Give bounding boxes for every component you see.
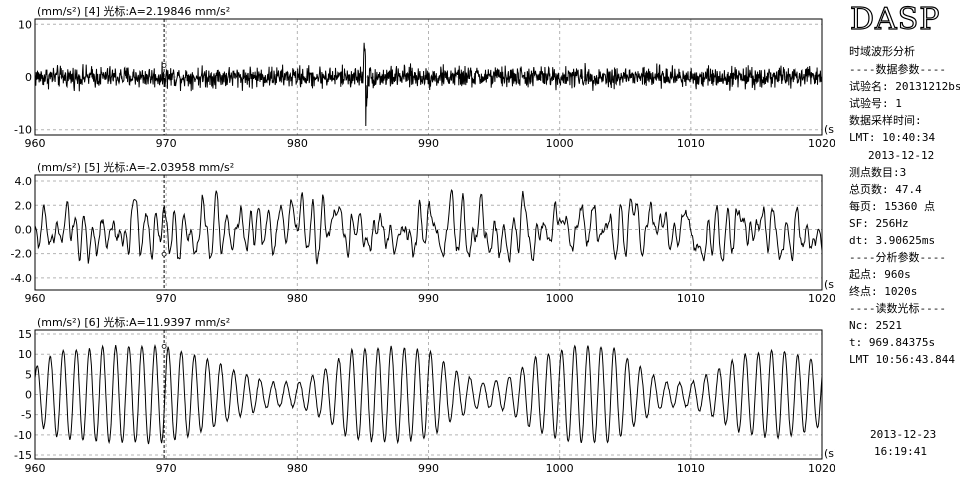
y-tick-label: -4.0 [11,272,32,285]
y-tick-label: 0 [25,71,32,84]
y-tick-label: -15 [14,449,32,462]
x-tick-label: 990 [418,462,439,475]
x-tick-label: 970 [156,137,177,150]
y-tick-label: 5 [25,368,32,381]
footer-time: 16:19:41 [874,445,927,458]
end-time: 终点: 1020s [849,285,918,298]
sample-interval: dt: 3.90625ms [849,234,936,247]
plot-frame [34,174,823,291]
cursor-marker [161,343,167,349]
x-tick-label: 980 [287,137,308,150]
x-tick-label: 1010 [677,462,705,475]
x-tick-label: 1010 [677,137,705,150]
cursor-marker [161,63,167,68]
y-tick-label: 0 [25,389,32,402]
x-tick-label: 970 [156,462,177,475]
y-tick-label: -10 [14,429,32,442]
x-tick-label: 960 [25,137,46,150]
x-tick-label: 980 [287,292,308,305]
sample-frequency: SF: 256Hz [849,217,909,230]
analysis-params-header: ----分析参数---- [849,251,946,264]
x-tick-label: 990 [418,137,439,150]
x-tick-label: 1000 [546,292,574,305]
cursor-lmt: LMT 10:56:43.844 [849,353,955,366]
y-tick-label: 2.0 [15,199,33,212]
point-count: 测点数目:3 [849,166,907,179]
y-tick-label: 10 [18,18,32,31]
waveform-canvas[interactable]: (mm/s²) [4] 光标:A=2.19846 mm/s² (s) 960 970 9… [0,0,835,478]
signal-trace-6 [34,344,823,445]
x-tick-label: 1010 [677,292,705,305]
y-tick-label: 10 [18,348,32,361]
x-tick-label: 990 [418,292,439,305]
lmt-start: LMT: 10:40:34 [849,131,936,144]
cursor-index: Nc: 2521 [849,319,902,332]
x-tick-label: 970 [156,292,177,305]
x-tick-label: 980 [287,462,308,475]
x-tick-label: 1020 [808,292,835,305]
channel-header: (mm/s²) [4] 光标:A=2.19846 mm/s² [37,4,230,18]
x-tick-label: 1020 [808,137,835,150]
dasp-logo: DASP [849,2,941,37]
points-per-page: 每页: 15360 点 [849,200,935,213]
signal-trace-4 [34,42,823,127]
data-params-header: ----数据参数---- [849,63,946,76]
y-tick-label: -2.0 [11,248,32,261]
x-tick-label: 960 [25,292,46,305]
test-name: 试验名: 20131212bs [849,80,960,93]
y-tick-label: 4.0 [15,175,33,188]
x-tick-label: 1000 [546,137,574,150]
info-panel: DASP 时域波形分析 ----数据参数---- 试验名: 20131212bs… [842,0,960,478]
x-tick-label: 1020 [808,462,835,475]
cursor-header: ----读数光标---- [849,302,946,315]
x-unit-label: (s) [824,278,835,291]
channel-header: (mm/s²) [6] 光标:A=11.9397 mm/s² [37,315,230,329]
y-tick-label: -10 [14,124,32,137]
footer-date: 2013-12-23 [870,428,937,441]
sample-date: 2013-12-12 [868,149,935,162]
cursor-time: t: 969.84375s [849,336,936,349]
y-tick-label: 0.0 [15,223,33,236]
analysis-title: 时域波形分析 [849,45,915,58]
plot-frame [34,329,823,460]
start-time: 起点: 960s [849,268,911,281]
x-unit-label: (s) [824,123,835,136]
x-tick-label: 960 [25,462,46,475]
y-tick-label: -5 [21,409,32,422]
sample-time-label: 数据采样时间: [849,114,922,127]
channel-header: (mm/s²) [5] 光标:A=-2.03958 mm/s² [37,160,234,174]
cursor-marker [161,251,167,257]
signal-trace-5 [34,188,823,265]
test-number: 试验号: 1 [849,97,902,110]
x-unit-label: (s) [824,447,835,460]
waveform-plots[interactable]: (mm/s²) [4] 光标:A=2.19846 mm/s² (s) 960 970 9… [0,0,835,478]
y-tick-label: 15 [18,328,32,341]
total-pages: 总页数: 47.4 [849,183,922,196]
x-tick-label: 1000 [546,462,574,475]
